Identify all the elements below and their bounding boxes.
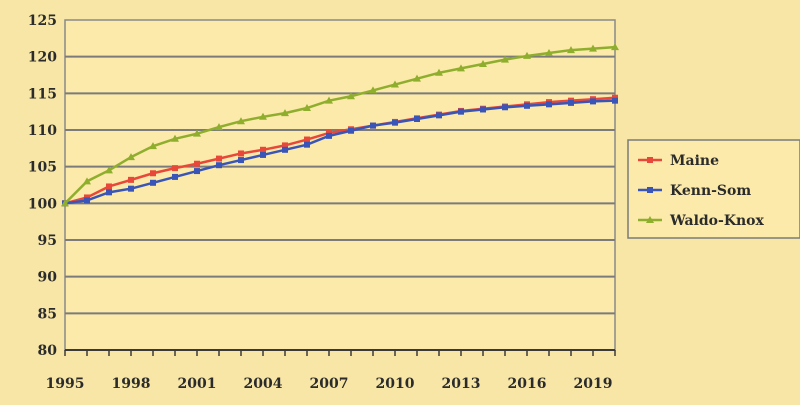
data-point xyxy=(128,185,134,192)
series-line-2 xyxy=(64,45,616,205)
data-point xyxy=(83,177,91,185)
data-point xyxy=(281,109,289,117)
data-point xyxy=(480,106,486,113)
data-point xyxy=(282,142,288,149)
data-point xyxy=(127,153,135,161)
legend-marker xyxy=(646,216,654,223)
y-tick-label: 80 xyxy=(38,343,58,359)
y-tick-label: 125 xyxy=(28,13,57,29)
y-tick-label: 85 xyxy=(38,306,57,322)
data-point xyxy=(325,96,333,104)
data-point xyxy=(194,160,200,167)
x-tick-label: 2007 xyxy=(310,376,349,392)
data-point xyxy=(260,146,266,153)
data-point xyxy=(172,165,178,172)
data-point xyxy=(501,55,509,63)
data-point xyxy=(347,92,355,100)
data-point xyxy=(524,102,530,109)
data-point xyxy=(106,189,112,196)
data-point xyxy=(348,127,354,134)
data-point xyxy=(502,104,508,111)
x-tick-label: 1995 xyxy=(46,376,85,392)
data-point xyxy=(436,112,442,119)
data-point xyxy=(413,74,421,82)
data-point xyxy=(237,117,245,125)
data-point xyxy=(216,155,222,162)
data-point xyxy=(84,197,90,204)
data-point xyxy=(590,98,596,105)
data-point xyxy=(326,132,332,139)
data-point xyxy=(370,122,376,129)
x-tick-label: 2016 xyxy=(508,376,547,392)
data-point xyxy=(194,168,200,175)
data-point xyxy=(150,179,156,186)
data-point xyxy=(149,142,157,150)
data-point xyxy=(128,176,134,183)
data-point xyxy=(545,49,553,56)
data-point xyxy=(260,151,266,158)
y-tick-label: 120 xyxy=(28,50,57,66)
data-point xyxy=(479,60,487,67)
x-tick-label: 2013 xyxy=(442,376,481,392)
data-point xyxy=(106,183,112,190)
x-tick-label: 2010 xyxy=(376,376,415,392)
data-point xyxy=(391,80,399,88)
data-point xyxy=(568,99,574,106)
legend-label: Maine xyxy=(670,153,719,169)
data-point xyxy=(238,150,244,157)
x-tick-label: 2004 xyxy=(244,376,283,392)
data-point xyxy=(435,68,443,76)
legend-label: Waldo-Knox xyxy=(669,213,765,229)
y-tick-label: 105 xyxy=(28,160,57,176)
data-point xyxy=(611,43,619,51)
data-point xyxy=(215,123,223,131)
legend-label: Kenn-Som xyxy=(670,183,751,199)
data-point xyxy=(369,86,377,94)
series-line-1 xyxy=(64,99,616,205)
data-point xyxy=(304,136,310,143)
data-point xyxy=(61,199,69,207)
data-point xyxy=(193,129,201,137)
data-point xyxy=(282,146,288,153)
data-point xyxy=(303,104,311,111)
y-tick-label: 100 xyxy=(28,196,57,212)
y-tick-label: 110 xyxy=(28,123,57,139)
data-point xyxy=(259,112,267,120)
data-point xyxy=(458,108,464,115)
data-point xyxy=(216,162,222,169)
data-point xyxy=(172,173,178,180)
data-point xyxy=(150,170,156,177)
y-tick-label: 115 xyxy=(28,86,57,102)
x-tick-label: 2001 xyxy=(178,376,217,392)
legend-marker xyxy=(647,157,653,163)
data-point xyxy=(523,51,531,59)
data-point xyxy=(238,157,244,164)
data-point xyxy=(392,119,398,126)
data-point xyxy=(105,166,113,174)
data-point xyxy=(171,134,179,142)
data-point xyxy=(546,101,552,108)
data-point xyxy=(414,116,420,122)
data-point xyxy=(589,44,597,52)
plot-area xyxy=(64,19,616,351)
y-tick-label: 90 xyxy=(38,270,58,286)
data-point xyxy=(457,64,465,72)
data-point xyxy=(567,46,575,54)
y-tick-label: 95 xyxy=(38,233,57,249)
data-point xyxy=(612,97,618,104)
series-line-0 xyxy=(64,96,616,205)
legend-marker xyxy=(647,187,653,193)
x-tick-label: 1998 xyxy=(112,376,151,392)
x-tick-label: 2019 xyxy=(574,376,613,392)
data-point xyxy=(304,141,310,148)
